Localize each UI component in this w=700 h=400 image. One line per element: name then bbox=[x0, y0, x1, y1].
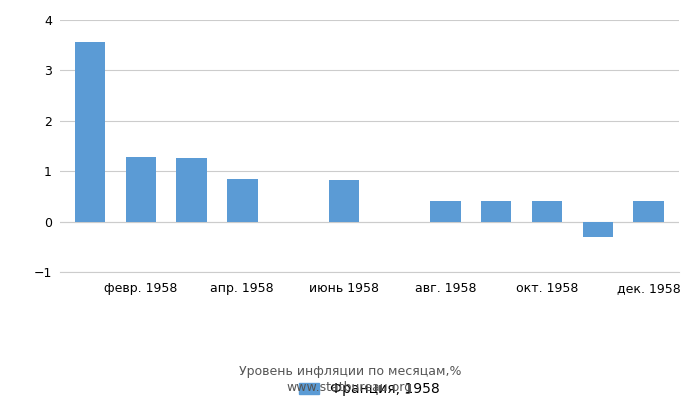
Legend: Франция, 1958: Франция, 1958 bbox=[299, 382, 440, 396]
Bar bbox=[75, 42, 105, 222]
Bar bbox=[582, 222, 613, 237]
Text: www.statbureau.org: www.statbureau.org bbox=[287, 381, 413, 394]
Bar bbox=[430, 201, 461, 222]
Bar bbox=[634, 201, 664, 222]
Bar bbox=[481, 201, 512, 222]
Bar bbox=[328, 180, 359, 222]
Text: Уровень инфляции по месяцам,%: Уровень инфляции по месяцам,% bbox=[239, 365, 461, 378]
Bar bbox=[532, 201, 562, 222]
Bar bbox=[125, 157, 156, 222]
Bar bbox=[227, 179, 258, 222]
Bar bbox=[176, 158, 206, 222]
